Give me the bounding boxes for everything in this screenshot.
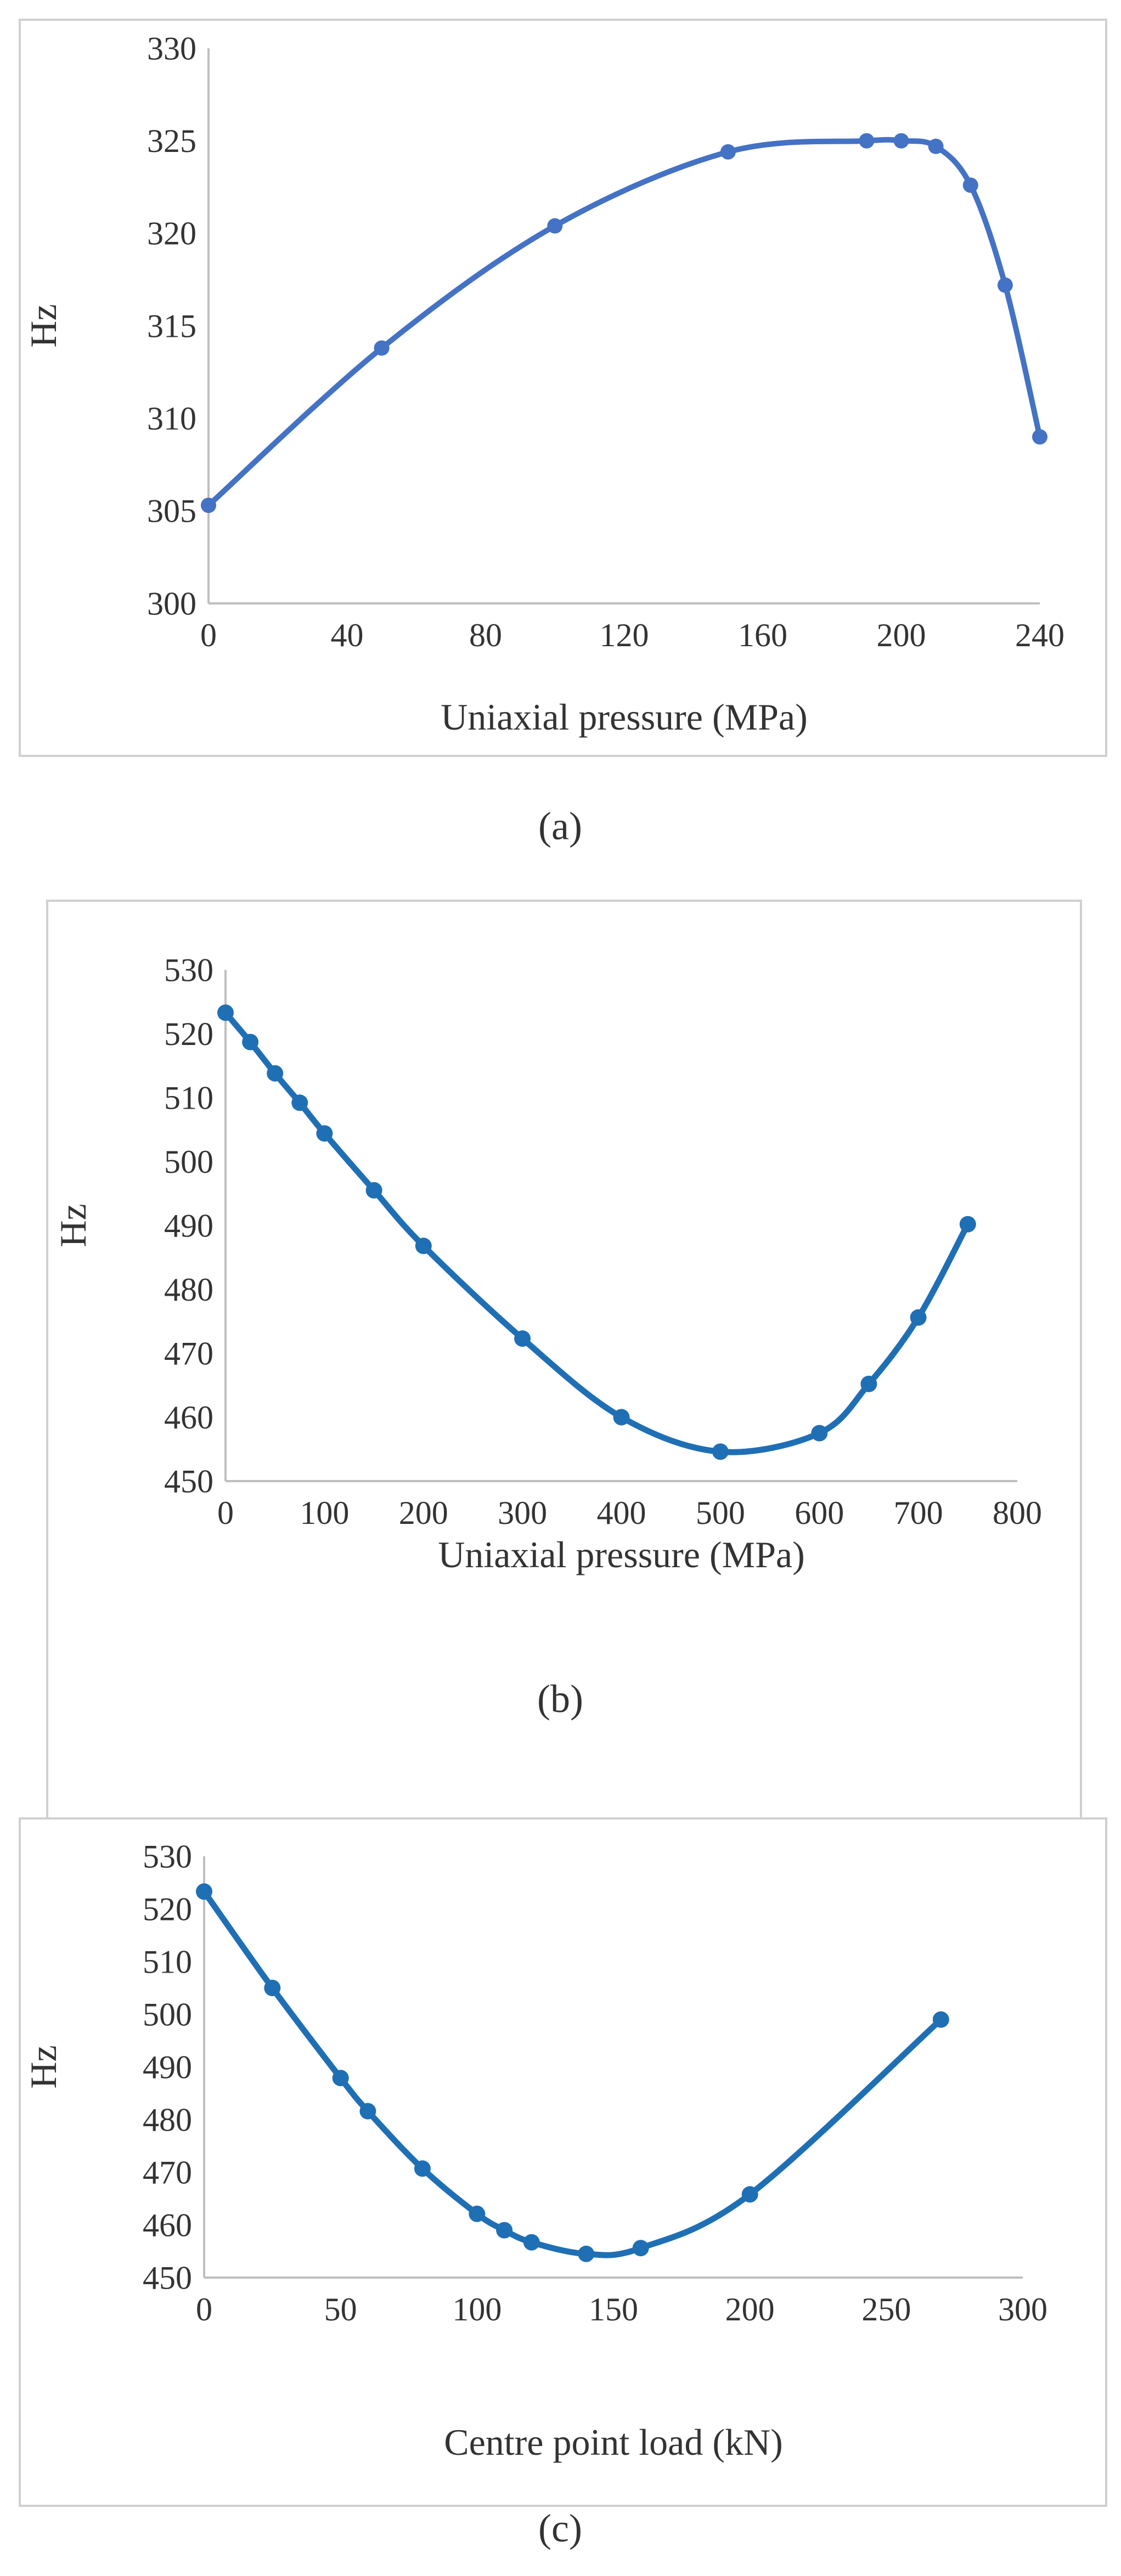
data-point (859, 133, 875, 149)
y-tick-label: 460 (164, 1399, 213, 1436)
data-point (217, 1004, 234, 1021)
y-tick-label: 325 (147, 123, 196, 159)
data-point (932, 2011, 949, 2028)
data-point (469, 2205, 486, 2222)
panel-label: (b) (537, 1677, 583, 1721)
x-tick-label: 50 (324, 2291, 357, 2328)
data-point (959, 1216, 976, 1233)
data-point (547, 218, 563, 234)
chart-panel-a: 300 305 310 315 320 325 330 0 40 80 120 160 200 240 Un… (19, 19, 1107, 757)
y-axis-label: Hz (22, 2045, 64, 2088)
data-point (415, 1238, 432, 1255)
y-tick-label: 450 (164, 1463, 213, 1499)
data-point (332, 2070, 349, 2087)
y-tick-label: 500 (143, 1996, 192, 2032)
y-axis-label: Hz (22, 304, 64, 347)
chart-panel-c: 450 460 470 480 490 500 510 520 530 0 50 100 150 200 2… (19, 1817, 1107, 2507)
data-point (496, 2222, 513, 2239)
x-tick-label: 240 (1015, 617, 1064, 653)
y-tick-label: 490 (143, 2049, 192, 2085)
data-point (860, 1375, 877, 1392)
data-point (613, 1409, 630, 1426)
y-tick-label: 320 (147, 216, 196, 252)
x-tick-label: 100 (452, 2291, 502, 2328)
data-point (893, 133, 909, 149)
y-tick-label: 470 (143, 2154, 192, 2190)
data-point (359, 2103, 376, 2120)
y-tick-label: 480 (164, 1272, 213, 1308)
data-point (316, 1125, 333, 1142)
x-tick-label: 500 (696, 1495, 745, 1531)
y-tick-label: 510 (164, 1080, 213, 1116)
series-line (201, 1888, 944, 2258)
y-tick-label: 520 (164, 1016, 213, 1052)
y-tick-label: 450 (143, 2259, 192, 2296)
y-tick-label: 530 (164, 952, 213, 988)
x-tick-label: 0 (196, 2291, 212, 2328)
data-point (720, 144, 736, 160)
y-tick-label: 480 (143, 2102, 192, 2138)
x-tick-label: 0 (200, 617, 217, 653)
y-tick-label: 520 (143, 1891, 192, 1927)
panel-label: (a) (538, 804, 582, 848)
y-tick-label: 300 (147, 585, 196, 622)
y-tick-label: 510 (143, 1944, 192, 1980)
x-tick-label: 100 (300, 1495, 349, 1531)
x-axis-label: Centre point load (kN) (444, 2421, 783, 2463)
series-line (206, 137, 1043, 509)
data-point (267, 1065, 284, 1082)
panel-label: (c) (538, 2506, 582, 2550)
x-tick-label: 160 (738, 617, 787, 653)
x-axis-label: Uniaxial pressure (MPa) (441, 696, 807, 738)
y-tick-label: 315 (147, 308, 196, 344)
data-point (712, 1443, 729, 1460)
y-tick-label: 460 (143, 2207, 192, 2243)
y-tick-label: 305 (147, 493, 196, 529)
data-point (523, 2234, 540, 2251)
data-point (264, 1980, 281, 1996)
data-point (811, 1425, 828, 1442)
y-tick-label: 500 (164, 1144, 213, 1180)
y-tick-label: 530 (143, 1838, 192, 1874)
x-tick-label: 300 (498, 1495, 547, 1531)
x-tick-label: 80 (469, 617, 502, 653)
x-tick-label: 40 (331, 617, 364, 653)
y-tick-label: 310 (147, 400, 196, 437)
data-point (997, 277, 1013, 293)
data-point (242, 1033, 259, 1050)
x-tick-label: 200 (399, 1495, 448, 1531)
data-point (201, 498, 216, 513)
data-point (578, 2245, 595, 2262)
x-tick-label: 600 (795, 1495, 844, 1531)
y-tick-label: 330 (147, 30, 196, 66)
x-tick-label: 250 (861, 2291, 911, 2328)
x-tick-label: 400 (597, 1495, 646, 1531)
x-tick-label: 150 (589, 2291, 638, 2328)
x-tick-label: 200 (725, 2291, 775, 2328)
data-point (928, 138, 944, 154)
data-point (1032, 429, 1047, 445)
x-tick-label: 200 (877, 617, 926, 653)
y-axis-label: Hz (52, 1204, 94, 1247)
data-point (741, 2186, 758, 2203)
x-tick-label: 700 (894, 1495, 943, 1531)
data-point (291, 1094, 308, 1111)
x-tick-label: 0 (217, 1495, 234, 1531)
y-tick-label: 490 (164, 1207, 213, 1244)
y-tick-label: 470 (164, 1335, 213, 1371)
x-tick-label: 300 (998, 2291, 1047, 2328)
data-point (632, 2240, 649, 2257)
data-point (414, 2160, 431, 2177)
data-point (962, 177, 978, 193)
chart-frame (19, 1817, 1107, 2507)
data-point (365, 1182, 382, 1199)
data-point (910, 1309, 927, 1326)
x-tick-label: 800 (993, 1495, 1042, 1531)
data-point (374, 340, 390, 356)
data-point (196, 1883, 212, 1900)
x-axis-label: Uniaxial pressure (MPa) (438, 1534, 804, 1575)
x-tick-label: 120 (600, 617, 649, 653)
data-point (514, 1330, 531, 1347)
